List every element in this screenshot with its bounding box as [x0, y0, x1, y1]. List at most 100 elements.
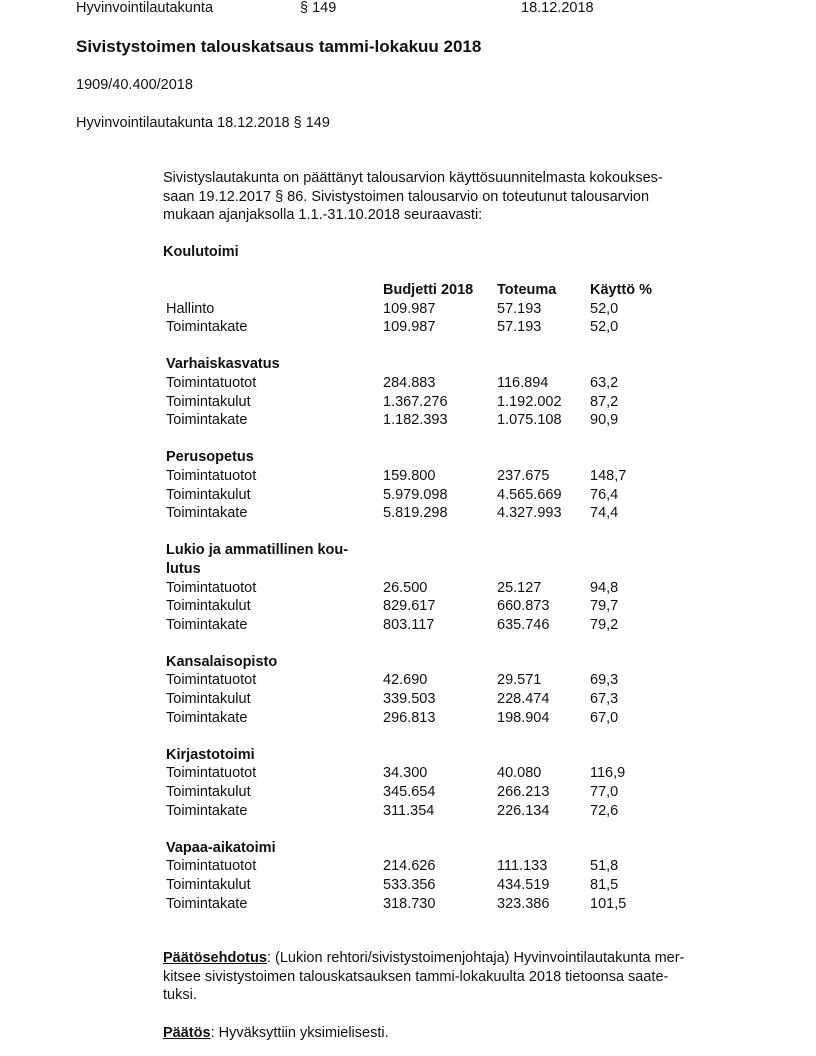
proposal-paragraph: Päätösehdotus: (Lukion rehtori/sivistyst… — [163, 949, 743, 1005]
column-header: Budjetti 2018 — [383, 282, 474, 298]
cell-value: 111.133 — [497, 858, 548, 875]
cell-value: 296.813 — [383, 709, 436, 726]
cell-value: 69,3 — [590, 672, 619, 689]
table-row: Toimintakulut 5.979.098 4.565.669 76,4 — [166, 486, 686, 505]
row-label: Toimintakate — [166, 709, 248, 726]
section-heading-text: Lukio ja ammatillinen kou- — [166, 542, 349, 559]
row-label: Toimintatuotot — [166, 765, 257, 782]
table-row: Toimintakate 1.182.393 1.075.108 90,9 — [166, 411, 686, 430]
row-label: Hallinto — [166, 300, 215, 317]
column-header: Käyttö % — [590, 282, 653, 298]
row-label: Toimintatuotot — [166, 858, 257, 875]
cell-value: 94,8 — [590, 579, 619, 596]
cell-value: 5.819.298 — [383, 505, 448, 522]
cell-value: 803.117 — [383, 616, 435, 633]
table-row: Toimintakate 109.987 57.193 52,0 — [166, 318, 686, 337]
row-label: Toimintakate — [166, 616, 248, 633]
spacer — [166, 523, 686, 542]
cell-value: 67,0 — [590, 709, 619, 726]
row-label: Toimintakulut — [166, 486, 251, 503]
table-row: Hallinto 109.987 57.193 52,0 — [166, 300, 686, 319]
table-header-row: Budjetti 2018 Toteuma Käyttö % — [166, 281, 686, 300]
proposal-line: kitsee sivistystoimen talouskatsauksen t… — [163, 968, 669, 985]
section-heading: Kirjastotoimi — [166, 746, 686, 765]
section-heading-text: Perusopetus — [166, 449, 254, 466]
cell-value: 228.474 — [497, 691, 550, 708]
cell-value: 339.503 — [383, 691, 436, 708]
cell-value: 40.080 — [497, 765, 542, 782]
cell-value: 237.675 — [497, 467, 550, 484]
cell-value: 266.213 — [497, 784, 550, 801]
row-label: Toimintatuotot — [166, 672, 257, 689]
cell-value: 116.894 — [497, 374, 549, 391]
cell-value: 57.193 — [497, 300, 542, 317]
table-row: Toimintakate 318.730 323.386 101,5 — [166, 895, 686, 914]
table-row: Toimintatuotot 34.300 40.080 116,9 — [166, 764, 686, 783]
table-row: Toimintakate 296.813 198.904 67,0 — [166, 709, 686, 728]
row-label: Toimintatuotot — [166, 467, 257, 484]
cell-value: 90,9 — [590, 412, 619, 429]
cell-value: 226.134 — [497, 802, 550, 819]
spacer — [166, 727, 686, 746]
row-label: Toimintatuotot — [166, 374, 257, 391]
cell-value: 81,5 — [590, 877, 619, 893]
decision-text: : Hyväksyttiin yksimielisesti. — [210, 1025, 389, 1041]
row-label: Toimintakulut — [166, 598, 251, 615]
cell-value: 34.300 — [383, 765, 428, 782]
section-heading: Varhaiskasvatus — [166, 355, 686, 374]
page-title: Sivistystoimen talouskatsaus tammi-lokak… — [76, 37, 482, 56]
cell-value: 1.367.276 — [383, 393, 448, 410]
cell-value: 72,6 — [590, 802, 619, 819]
doc-number: 1909/40.400/2018 — [76, 77, 193, 93]
cell-value: 533.356 — [383, 877, 436, 893]
table-row: Toimintakulut 1.367.276 1.192.002 87,2 — [166, 393, 686, 412]
header-body: Hyvinvointilautakunta — [76, 0, 214, 16]
cell-value: 318.730 — [383, 895, 436, 912]
cell-value: 148,7 — [590, 467, 627, 484]
cell-value: 5.979.098 — [383, 486, 448, 503]
cell-value: 52,0 — [590, 300, 619, 317]
decision-paragraph: Päätös: Hyväksyttiin yksimielisesti. — [163, 1024, 743, 1043]
cell-value: 1.075.108 — [497, 412, 562, 429]
table-row: Toimintatuotot 159.800 237.675 148,7 — [166, 467, 686, 486]
cell-value: 29.571 — [497, 672, 542, 689]
cell-value: 76,4 — [590, 486, 619, 503]
section-heading: Kansalaisopisto — [166, 653, 686, 672]
cell-value: 52,0 — [590, 319, 619, 336]
row-label: Toimintakate — [166, 505, 248, 522]
proposal-label: Päätösehdotus — [163, 950, 267, 966]
cell-value: 74,4 — [590, 505, 619, 522]
cell-value: 77,0 — [590, 784, 619, 801]
spacer — [166, 430, 686, 449]
cell-value: 79,7 — [590, 598, 619, 615]
row-label: Toimintakate — [166, 802, 248, 819]
section-heading-text: Vapaa-aikatoimi — [166, 839, 276, 856]
row-label: Toimintakulut — [166, 393, 251, 410]
column-header: Toteuma — [497, 282, 557, 298]
cell-value: 101,5 — [590, 895, 627, 912]
section-heading-text: Kansalaisopisto — [166, 653, 278, 670]
row-label: Toimintakulut — [166, 784, 251, 801]
cell-value: 67,3 — [590, 691, 619, 708]
spacer — [166, 337, 686, 356]
cell-value: 214.626 — [383, 858, 436, 875]
row-label: Toimintakulut — [166, 691, 251, 708]
section-heading: lutus — [166, 560, 686, 579]
intro-line: saan 19.12.2017 § 86. Sivistystoimen tal… — [163, 188, 650, 205]
cell-value: 1.192.002 — [497, 393, 562, 410]
cell-value: 1.182.393 — [383, 412, 448, 429]
table-row: Toimintatuotot 42.690 29.571 69,3 — [166, 671, 686, 690]
row-label: Toimintakate — [166, 412, 248, 429]
budget-table: Budjetti 2018 Toteuma Käyttö % Hallinto 109.… — [166, 281, 686, 913]
cell-value: 829.617 — [383, 598, 436, 615]
spacer — [166, 634, 686, 653]
header-date: 18.12.2018 — [521, 0, 594, 16]
section-heading: Perusopetus — [166, 448, 686, 467]
cell-value: 116,9 — [590, 765, 626, 782]
cell-value: 57.193 — [497, 319, 542, 336]
cell-value: 87,2 — [590, 393, 619, 410]
cell-value: 109.987 — [383, 319, 436, 336]
cell-value: 109.987 — [383, 300, 436, 317]
table-row: Toimintakulut 829.617 660.873 79,7 — [166, 597, 686, 616]
table-row: Toimintakate 311.354 226.134 72,6 — [166, 802, 686, 821]
